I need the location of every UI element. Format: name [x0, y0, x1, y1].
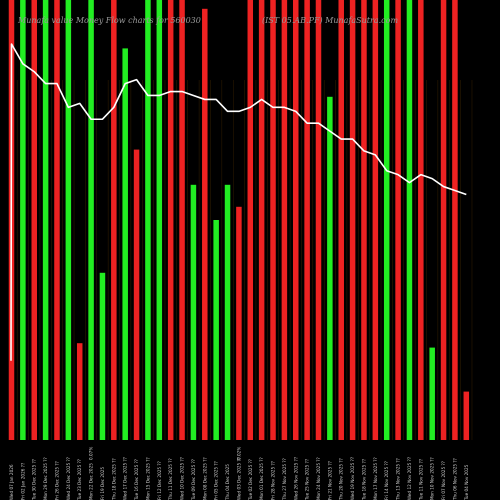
flow-bar [99, 272, 106, 440]
x-tick-label: Thu 18 Dec 2025 ?? [111, 458, 116, 500]
bars-group [8, 0, 470, 441]
flow-bar [383, 0, 390, 440]
x-tick-label: Fri 07 Nov 2025 ?? [441, 461, 446, 500]
flow-bar [236, 206, 242, 440]
flow-bar [76, 343, 83, 440]
flow-bar [202, 8, 208, 441]
x-tick-label: Fri 28 Nov 2025 ?? [271, 461, 276, 500]
flow-bar [395, 0, 401, 440]
x-tick-label: Tue 09 Dec 2025 ?? [191, 459, 196, 500]
x-tick-label: Tue 25 Nov 2025 ?? [305, 459, 310, 500]
x-tick-label: Wed 24 Dec 2025 ?? [66, 457, 71, 500]
flow-bar [42, 0, 49, 440]
flow-bar [304, 0, 310, 440]
x-tick-label: Tue 30 Dec 2025 ?? [32, 459, 37, 500]
flow-bar [293, 0, 299, 440]
flow-bar [406, 0, 413, 440]
flow-bar [111, 0, 117, 440]
mid-label: 0.02% [236, 447, 241, 460]
flow-bar [54, 0, 60, 440]
flow-bar [338, 0, 344, 440]
x-tick-label: Fri 26 Dec 2025 ?? [54, 461, 59, 500]
x-tick-label: Thu 06 Nov 2025 ?? [452, 458, 457, 500]
x-tick-label: Fri 21 Nov 2025 ?? [327, 461, 332, 500]
x-tick-label: Thu 27 Nov 2025 ?? [282, 458, 287, 500]
x-tick-label: Mon 01 Dec 2025 ?? [259, 457, 264, 500]
vertical-guides [16, 80, 473, 440]
flow-bar [429, 347, 435, 440]
flow-bar [372, 0, 379, 440]
money-flow-line [10, 43, 467, 361]
x-tick-label: Wed 12 Nov 2025 ?? [407, 457, 412, 500]
x-tick-label: Wed 10 Dec 2025 ?? [180, 457, 185, 500]
flow-bar [133, 149, 140, 440]
x-tick-label: Fri 12 Dec 2025 ?? [157, 461, 162, 500]
x-tick-labels: Wed 07 Jan 2026 Fri 02 Jan 2026 ?? Tue 30 … [9, 447, 469, 500]
x-tick-label: Tue 18 Nov 2025 ?? [361, 459, 366, 500]
x-tick-label: Wed 03 Dec 2025 ?? [236, 457, 241, 500]
flow-bar [20, 0, 26, 440]
chart-header-left: Munafa value Money Flow charts for 56003… [17, 16, 201, 25]
x-tick-label: Tue 16 Dec 2025 ?? [134, 459, 139, 500]
x-tick-label: Fri 05 Dec 2025 ?? [214, 461, 219, 500]
flow-bar [463, 391, 470, 440]
flow-bar [88, 0, 94, 440]
flow-bar [315, 0, 322, 440]
flow-bar [440, 0, 447, 440]
x-tick-label: Fri 14 Nov 2025 ?? [384, 461, 389, 500]
x-tick-label: Mon 15 Dec 2025 ?? [145, 457, 150, 500]
flow-bar [179, 0, 185, 440]
flow-bar [156, 0, 163, 440]
x-tick-label: Wed 19 Nov 2025 ?? [350, 457, 355, 500]
x-tick-label: Mon 17 Nov 2025 ?? [373, 457, 378, 500]
x-tick-label: Wed 07 Jan 2026 [9, 464, 14, 500]
flow-bar [270, 0, 276, 440]
flow-bar [190, 184, 197, 440]
flow-bar [122, 48, 128, 441]
x-tick-label: Thu 20 Nov 2025 ?? [339, 458, 344, 500]
x-tick-label: Mon 24 Nov 2025 ?? [316, 457, 321, 500]
flow-bar [167, 0, 174, 440]
flow-bar [452, 0, 458, 440]
flow-bar [361, 0, 367, 440]
x-tick-label: Tue 02 Dec 2025 ?? [248, 459, 253, 500]
x-tick-label: Mon 22 Dec 2025 [89, 463, 94, 500]
flow-bar [418, 0, 424, 440]
flow-bar [327, 96, 333, 441]
flow-bar [65, 0, 72, 440]
x-tick-label: Tue 04 Nov 2025 [464, 464, 469, 500]
x-tick-label: Thu 11 Dec 2025 ?? [168, 458, 173, 500]
x-tick-label: Fri 02 Jan 2026 ?? [20, 463, 25, 500]
x-tick-label: Wed 26 Nov 2025 ?? [293, 457, 298, 500]
flow-bar [213, 220, 219, 440]
mid-label: 0.07% [89, 447, 94, 460]
x-tick-label: Wed 17 Dec 2025 ?? [123, 457, 128, 500]
x-tick-label: Thu 13 Nov 2025 ?? [396, 458, 401, 500]
x-tick-label: Fri 19 Dec 2025 [100, 467, 105, 500]
flow-bar [31, 0, 37, 440]
x-tick-label: Thu 04 Dec 2025 [225, 464, 230, 500]
x-tick-label: Tue 23 Dec 2025 ?? [77, 459, 82, 500]
flow-bar [224, 184, 231, 440]
flow-bar [349, 0, 356, 440]
flow-bar [281, 0, 288, 440]
x-tick-label: Mon 10 Nov 2025 ?? [430, 457, 435, 500]
x-tick-label: Tue 11 Nov 2025 ?? [418, 459, 423, 500]
x-tick-label: Mon 08 Dec 2025 ?? [202, 457, 207, 500]
x-tick-label: Mon 29 Dec 2025 ?? [43, 457, 48, 500]
flow-bar [145, 0, 151, 440]
flow-bar [247, 0, 254, 440]
chart-header-right: (IST 05.AB.PF) MunafaSutra.com [262, 16, 398, 25]
flow-bar [258, 0, 265, 440]
